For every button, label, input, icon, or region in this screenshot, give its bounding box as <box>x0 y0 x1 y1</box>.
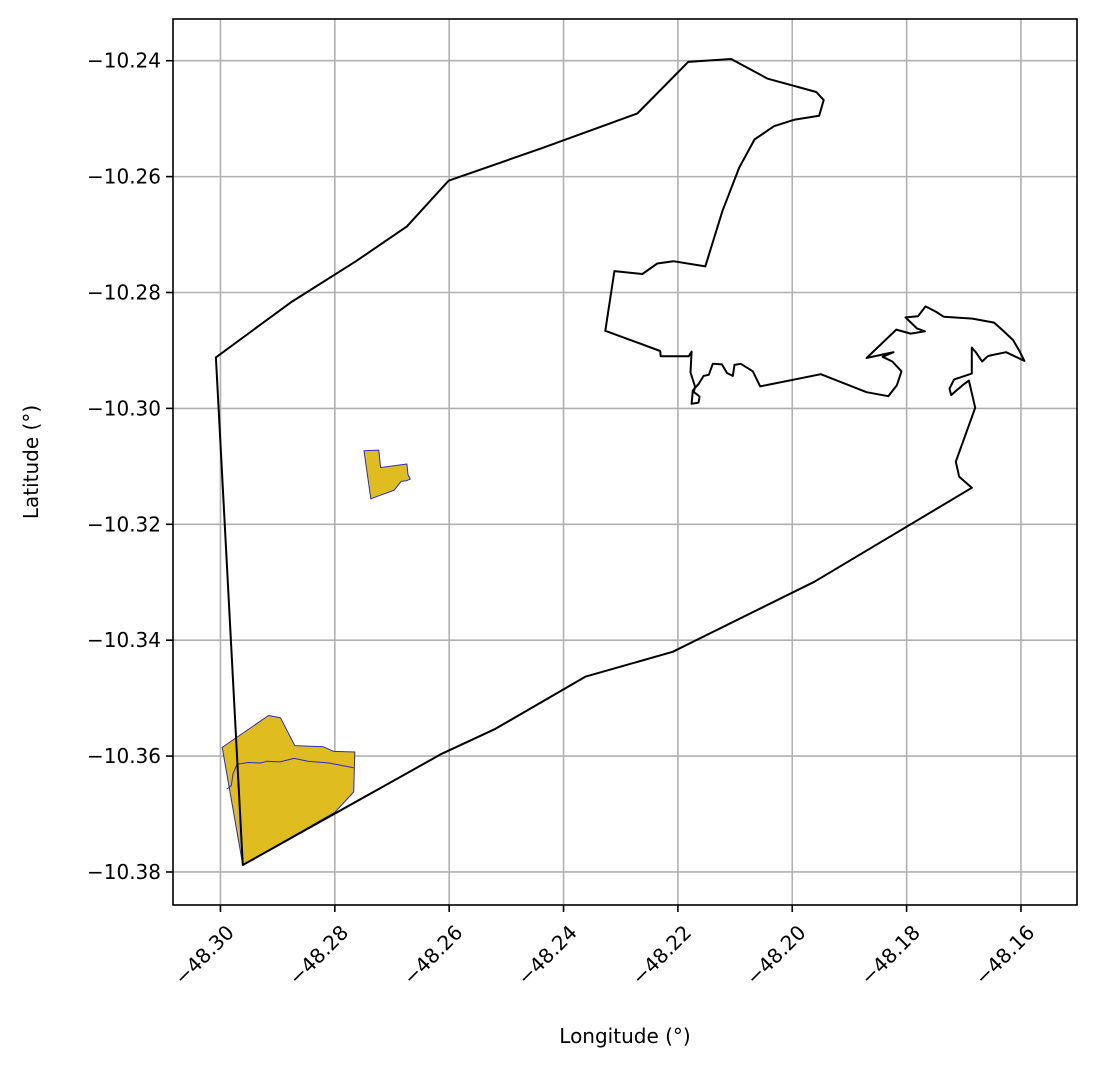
y-tick-label: −10.34 <box>87 628 161 652</box>
y-tick-label: −10.36 <box>87 744 161 768</box>
y-tick-label: −10.26 <box>87 165 161 189</box>
y-axis-ticks: −10.24 −10.26 −10.28 −10.30 −10.32 −10.34 −10.… <box>87 49 173 884</box>
highlighted-area-inner-border <box>226 757 354 790</box>
highlighted-area <box>363 449 411 500</box>
y-tick-label: −10.24 <box>87 49 161 73</box>
y-tick-label: −10.32 <box>87 512 161 536</box>
y-axis-title: Latitude (°) <box>19 405 43 519</box>
plot-frame <box>172 18 1078 906</box>
boundary-polygon <box>214 58 1026 866</box>
y-tick-label: −10.28 <box>87 281 161 305</box>
y-tick-label: −10.30 <box>87 396 161 420</box>
grid-lines <box>173 19 1077 905</box>
boundary-outline <box>214 58 1026 866</box>
x-axis-title: Longitude (°) <box>559 1024 690 1048</box>
y-tick-label: −10.38 <box>87 860 161 884</box>
